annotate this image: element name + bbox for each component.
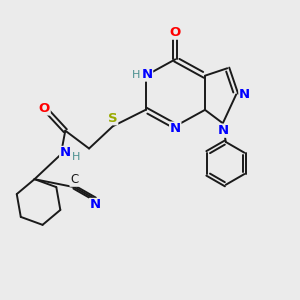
Text: N: N <box>217 124 228 137</box>
Text: N: N <box>60 146 71 160</box>
Text: N: N <box>142 68 153 81</box>
Text: O: O <box>39 102 50 115</box>
Text: N: N <box>170 122 181 135</box>
Text: H: H <box>71 152 80 162</box>
Text: C: C <box>70 173 78 186</box>
Text: S: S <box>108 112 118 125</box>
Text: N: N <box>89 199 100 212</box>
Text: O: O <box>169 26 181 39</box>
Text: N: N <box>239 88 250 101</box>
Text: H: H <box>132 70 140 80</box>
